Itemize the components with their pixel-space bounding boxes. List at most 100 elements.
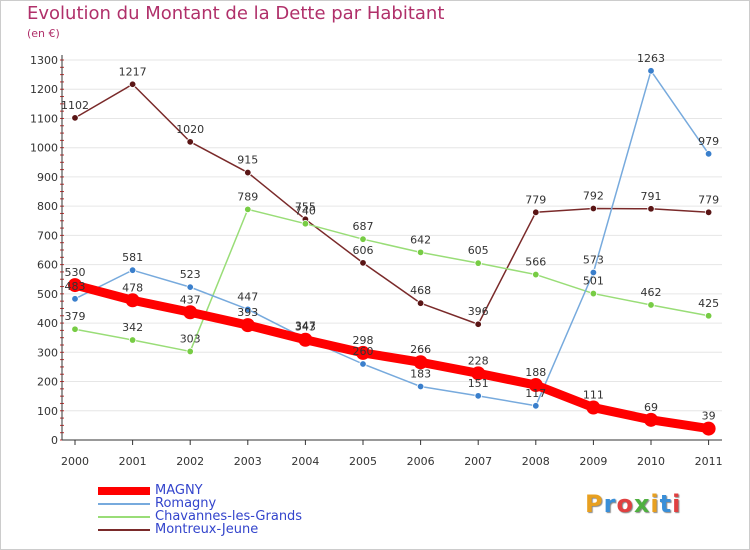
data-point [301,219,310,228]
legend-swatch [98,487,150,495]
x-tick-label: 2009 [579,455,607,468]
data-label: 605 [468,244,489,257]
data-label: 228 [468,354,489,367]
logo-letter: i [672,490,682,518]
data-point [186,138,194,146]
data-label: 979 [698,135,719,148]
y-tick-label: 1000 [30,142,58,155]
data-point [701,421,716,436]
series-line-chavannes-les-grands [74,208,710,353]
x-tick-label: 2005 [349,455,377,468]
data-point [244,168,252,177]
y-tick-label: 300 [37,346,58,359]
data-point [704,150,713,158]
x-tick-label: 2007 [464,455,492,468]
legend-swatch [98,503,150,505]
data-labels: 1102 1217 1020 915 755 606 468 396 779 792 791 779 3… [61,52,719,423]
data-point [532,270,540,279]
data-point [244,305,252,314]
data-label: 69 [644,401,658,414]
data-point [244,205,252,214]
logo-letter: P [585,490,604,518]
data-point [125,293,140,308]
data-label: 117 [525,387,546,400]
data-point [589,204,598,213]
data-point [589,268,598,277]
x-tick-label: 2004 [291,455,319,468]
data-label: 779 [525,193,546,206]
data-point [128,266,137,274]
data-point [359,259,367,267]
logo-letter: t [659,490,673,518]
chart-subtitle: (en €) [27,27,60,40]
data-label: 303 [180,332,201,345]
series-line-magny [70,280,714,434]
data-point [416,382,425,391]
data-label: 462 [641,286,662,299]
legend-label: Chavannes-les-Grands [155,509,303,524]
y-tick-label: 1100 [30,112,58,125]
data-point [474,259,482,267]
data-label: 151 [468,377,489,390]
data-label: 789 [237,190,258,203]
y-tick-label: 100 [37,405,58,418]
data-label: 183 [410,368,431,381]
x-tick-label: 2008 [522,455,550,468]
data-point [359,360,367,368]
data-label: 347 [295,320,316,333]
data-point [474,392,482,400]
data-label: 483 [65,280,86,293]
data-point [71,114,79,122]
data-point [356,345,370,360]
data-label: 791 [641,190,662,203]
data-point [71,295,79,303]
data-point [128,336,137,344]
x-tick-label: 2000 [61,455,89,468]
data-point [647,67,655,75]
data-label: 581 [122,251,143,264]
x-tick-label: 2002 [176,455,204,468]
data-point [413,355,428,370]
data-label: 1217 [119,65,147,78]
data-point [647,205,655,213]
x-tick-label: 2011 [695,455,723,468]
y-tick-label: 0 [51,434,58,447]
data-point [183,305,198,320]
data-point [589,289,598,298]
data-point [644,412,658,427]
data-label: 642 [410,233,431,246]
data-label: 188 [525,366,546,379]
data-point [474,320,482,328]
data-label: 573 [583,254,604,267]
logo-letter: i [650,490,660,518]
legend-label: Montreux-Jeune [155,522,259,537]
data-label: 792 [583,189,604,202]
data-point [240,318,255,333]
legend-label: Romagny [155,496,217,511]
y-tick-label: 800 [37,200,58,213]
proxiti-logo: Proxiti [585,490,681,518]
data-point [186,283,194,291]
y-tick-label: 900 [37,171,58,184]
legend-swatch [98,516,150,518]
data-label: 740 [295,205,316,218]
data-point [528,378,543,393]
y-tick-label: 500 [37,288,58,301]
logo-letter: o [616,490,634,518]
data-label: 755 [295,200,316,213]
data-label: 396 [468,305,489,318]
legend-label: MAGNY [155,483,203,498]
data-label: 111 [583,389,604,402]
data-label: 606 [353,244,374,257]
y-tick-label: 700 [37,229,58,242]
x-tick-label: 2006 [407,455,435,468]
chart-title: Evolution du Montant de la Dette par Hab… [27,3,445,24]
data-point [586,400,601,415]
data-point [471,366,486,381]
data-label: 342 [122,321,143,334]
data-label: 393 [237,306,258,319]
data-label: 343 [295,321,316,334]
data-label: 915 [237,154,258,167]
data-point [71,325,79,333]
x-tick-label: 2001 [119,455,147,468]
